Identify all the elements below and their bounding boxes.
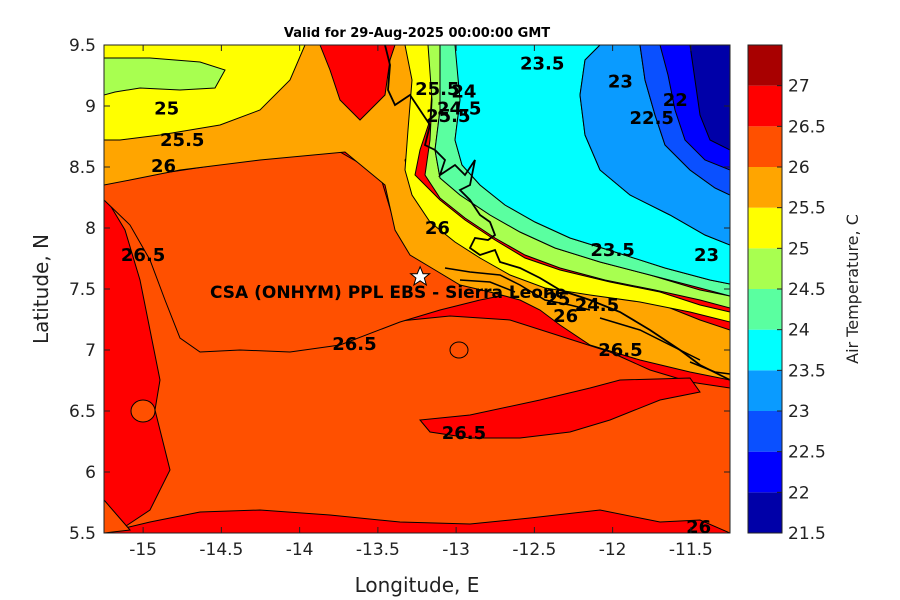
- contour-label: 22: [663, 90, 688, 111]
- colorbar-segment: [748, 289, 782, 330]
- band-26-southeast: [419, 377, 701, 439]
- y-axis-ticks: 5.5 6 6.5 7 7.5 8 8.5 9 9.5: [69, 36, 730, 544]
- contour-label: 23: [608, 72, 633, 93]
- colorbar-tick-label: 23.5: [788, 361, 826, 381]
- colorbar-segment: [748, 248, 782, 289]
- colorbar-segment: [748, 126, 782, 167]
- contour-label: 25: [154, 98, 179, 119]
- contour-label: 26: [425, 218, 450, 239]
- band-26-center: [104, 151, 522, 353]
- y-tick-label: 8.5: [69, 158, 96, 178]
- colorbar-segment: [748, 451, 782, 493]
- x-tick-label: -14.5: [199, 540, 243, 560]
- y-tick-label: 9: [85, 97, 96, 117]
- contour-label: 24: [451, 81, 476, 102]
- y-axis-label: Latitude, N: [29, 234, 53, 344]
- colorbar-segment: [748, 492, 782, 533]
- colorbar-segment: [748, 411, 782, 452]
- site-label: CSA (ONHYM) PPL EBS - Sierra Leone: [210, 283, 567, 303]
- colorbar-segment: [748, 329, 782, 371]
- isolated-contour-1: [130, 399, 156, 423]
- colorbar-segment: [748, 370, 782, 411]
- coastline-islands: [444, 267, 730, 375]
- colorbar-tick-label: 26: [788, 158, 810, 178]
- band-25.5: [104, 45, 730, 381]
- colorbar-tick-label: 27: [788, 77, 810, 97]
- contour-label: 24.5: [437, 98, 481, 119]
- colorbar-tick-label: 25: [788, 239, 810, 259]
- coastline: [384, 45, 730, 381]
- contour-label: 25: [545, 289, 570, 310]
- colorbar: 21.5 22 22.5 23 23.5 24 24.5 25 25.5 26 26.5 27: [747, 44, 826, 544]
- y-tick-label: 6.5: [69, 402, 96, 422]
- contour-label: 26.5: [442, 423, 486, 444]
- colorbar-segment: [748, 167, 782, 208]
- x-tick-label: -12: [599, 540, 627, 560]
- contour-label: 26.5: [121, 245, 165, 266]
- contour-label: 25.5: [415, 79, 459, 100]
- colorbar-tick-label: 22.5: [788, 443, 826, 463]
- contour-label: 23.5: [520, 53, 564, 74]
- x-tick-label: -12.5: [512, 540, 556, 560]
- x-tick-label: -15: [129, 540, 157, 560]
- colorbar-segment: [748, 85, 782, 127]
- colorbar-segment: [748, 207, 782, 249]
- colorbar-tick-label: 23: [788, 402, 810, 422]
- band-24.5: [104, 57, 226, 96]
- colorbar-tick-label: 24.5: [788, 280, 826, 300]
- colorbar-label: Air Temperature, C: [843, 214, 862, 364]
- contour-labels: 23.5232222.52525.52625.52424.525.52626.5…: [121, 53, 719, 538]
- contour-label: 26.5: [598, 340, 642, 361]
- y-tick-label: 9.5: [69, 36, 96, 56]
- y-tick-label: 7.5: [69, 280, 96, 300]
- y-tick-label: 6: [85, 463, 96, 483]
- contour-label: 22.5: [630, 108, 674, 129]
- contour-label: 26.5: [332, 334, 376, 355]
- x-tick-label: -13: [442, 540, 470, 560]
- contour-label: 24.5: [575, 295, 619, 316]
- site-marker: [409, 265, 432, 287]
- colorbar-tick-label: 21.5: [788, 524, 826, 544]
- contour-plot-area: [104, 45, 730, 533]
- isolated-contour-2: [449, 341, 469, 359]
- colorbar-tick-label: 24: [788, 321, 810, 341]
- x-axis-ticks: -15 -14.5 -14 -13.5 -13 -12.5 -12 -11.5: [129, 45, 713, 560]
- x-tick-label: -11.5: [669, 540, 713, 560]
- colorbar-tick-label: 22: [788, 483, 810, 503]
- contour-label: 26: [151, 156, 176, 177]
- colorbar-tick-label: 26.5: [788, 117, 826, 137]
- y-tick-label: 8: [85, 219, 96, 239]
- colorbar-tick-label: 25.5: [788, 199, 826, 219]
- y-tick-label: 7: [85, 341, 96, 361]
- contour-label: 23.5: [590, 240, 634, 261]
- contour-label: 23: [694, 245, 719, 266]
- contour-label: 25.5: [160, 130, 204, 151]
- x-axis-label: Longitude, E: [355, 573, 480, 597]
- colorbar-segment: [748, 45, 782, 86]
- map-title: Valid for 29-Aug-2025 00:00:00 GMT: [284, 26, 550, 41]
- site-star-icon: [409, 265, 432, 287]
- x-tick-label: -13.5: [356, 540, 400, 560]
- band-26-bottom: [104, 499, 131, 533]
- band-21.5: [689, 45, 730, 151]
- contour-label: 26: [686, 517, 711, 538]
- y-tick-label: 5.5: [69, 524, 96, 544]
- contour-label: 25.5: [426, 106, 470, 127]
- x-tick-label: -14: [286, 540, 314, 560]
- contour-label: 26: [553, 306, 578, 327]
